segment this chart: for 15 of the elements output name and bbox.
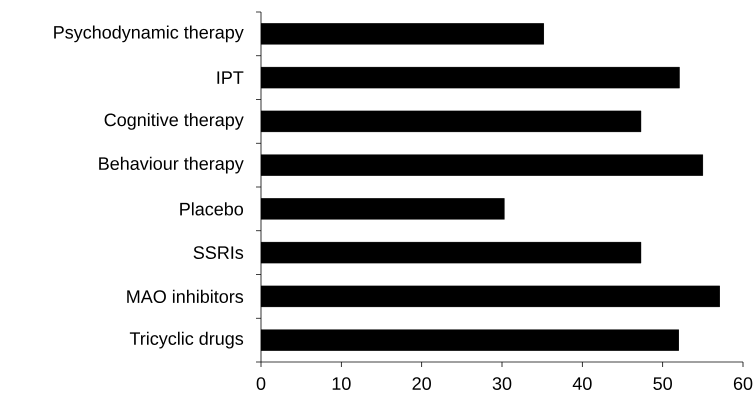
y-tick-label: Psychodynamic therapy (54, 25, 244, 42)
x-tick-label: 50 (653, 377, 672, 390)
y-tick-label: Cognitive therapy (104, 112, 244, 130)
y-tick-label: SSRIs (194, 246, 244, 259)
x-tick-label: 60 (734, 377, 752, 390)
y-tick-label: Tricyclic drugs (130, 332, 244, 349)
x-tick-label: 0 (256, 377, 266, 390)
x-tick-label: 10 (332, 377, 351, 390)
y-tick-label: IPT (217, 71, 244, 84)
x-tick-label: 20 (412, 377, 431, 390)
y-tick-label: MAO inhibitors (127, 290, 244, 303)
x-tick-label: 30 (492, 377, 512, 390)
y-tick-label: Placebo (180, 202, 244, 216)
y-tick-label: Behaviour therapy (99, 156, 244, 174)
x-tick-label: 40 (572, 377, 592, 390)
